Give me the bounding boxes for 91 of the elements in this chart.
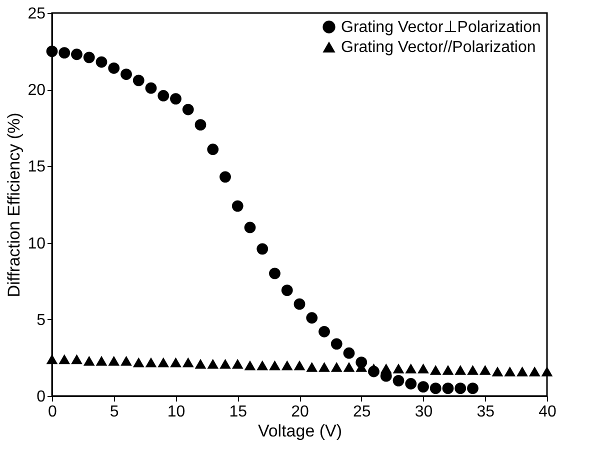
y-tick-label: 10	[28, 235, 46, 252]
y-tick-label: 20	[28, 82, 46, 100]
point	[281, 360, 293, 370]
y-tick-label: 25	[28, 6, 46, 22]
point	[430, 365, 442, 375]
point	[46, 46, 58, 57]
x-axis-title: Voltage (V)	[258, 422, 342, 440]
point	[442, 365, 454, 375]
point	[220, 171, 231, 183]
point	[71, 354, 82, 364]
point	[343, 347, 355, 359]
point	[158, 90, 170, 102]
point	[430, 382, 442, 394]
point	[132, 74, 144, 86]
point	[405, 363, 417, 374]
point	[269, 268, 280, 280]
point	[145, 357, 157, 368]
y-tick-label: 15	[28, 158, 46, 176]
x-tick-label: 5	[110, 404, 119, 420]
point	[83, 52, 95, 64]
x-tick-label: 20	[291, 404, 309, 420]
point	[194, 358, 206, 369]
point	[244, 222, 256, 234]
legend-label: Grating Vector//Polarization	[341, 39, 536, 56]
y-tick-label: 0	[36, 388, 46, 406]
point	[318, 362, 330, 372]
y-axis-title: Diffraction Efficiency (%)	[4, 112, 24, 298]
x-tick-label: 10	[167, 404, 186, 420]
point	[418, 363, 429, 374]
point	[306, 312, 318, 324]
y-tick-label: 5	[36, 312, 46, 329]
point	[479, 365, 491, 375]
point	[294, 298, 306, 310]
point	[71, 48, 82, 60]
point	[294, 360, 306, 370]
point	[454, 365, 466, 375]
point	[405, 378, 417, 390]
point	[256, 243, 268, 255]
point	[306, 362, 318, 372]
point	[418, 381, 429, 392]
point	[343, 362, 355, 372]
point	[467, 365, 478, 375]
point	[207, 358, 219, 369]
point	[269, 360, 280, 370]
point	[182, 104, 194, 116]
point	[356, 356, 368, 368]
legend-label: Grating Vector⊥Polarization	[341, 19, 541, 36]
x-tick-label: 35	[476, 404, 495, 420]
point	[516, 366, 528, 376]
point	[256, 360, 268, 370]
point	[330, 362, 342, 372]
point	[504, 366, 516, 376]
point	[220, 358, 231, 369]
point	[330, 338, 342, 350]
point	[392, 363, 404, 374]
point	[58, 47, 70, 59]
point	[108, 356, 120, 366]
point	[244, 360, 256, 370]
point	[58, 354, 70, 364]
point	[120, 68, 132, 80]
point	[454, 382, 466, 394]
point	[83, 356, 95, 366]
point	[232, 200, 244, 212]
x-tick-label: 0	[48, 404, 58, 420]
point	[281, 284, 293, 296]
x-tick-label: 25	[352, 404, 371, 420]
point	[467, 382, 478, 394]
point	[492, 366, 504, 376]
point	[96, 56, 108, 68]
point	[132, 357, 144, 368]
x-tick-label: 30	[414, 404, 433, 420]
point	[528, 366, 540, 376]
point	[170, 357, 182, 368]
point	[170, 93, 182, 104]
point	[108, 62, 120, 74]
point	[145, 82, 157, 94]
point	[182, 357, 194, 368]
point	[318, 326, 330, 338]
point	[232, 358, 244, 369]
point	[442, 382, 454, 394]
x-tick-label: 15	[229, 404, 248, 420]
point	[194, 119, 206, 131]
x-tick-label: 40	[538, 404, 556, 420]
point	[120, 356, 132, 366]
point	[158, 357, 170, 368]
point	[541, 366, 553, 376]
point	[207, 144, 219, 156]
point	[392, 374, 404, 386]
point	[96, 356, 108, 366]
point	[46, 354, 58, 364]
point	[368, 366, 380, 378]
